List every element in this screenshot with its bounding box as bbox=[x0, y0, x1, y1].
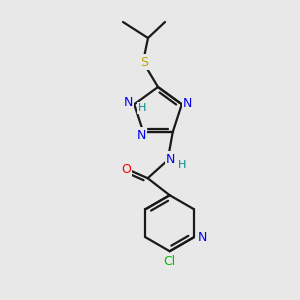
Text: N: N bbox=[124, 96, 133, 109]
Text: H: H bbox=[138, 103, 146, 113]
Text: S: S bbox=[140, 56, 148, 68]
Text: H: H bbox=[178, 160, 186, 170]
Text: Cl: Cl bbox=[164, 255, 176, 268]
Text: N: N bbox=[136, 129, 146, 142]
Text: N: N bbox=[183, 97, 193, 110]
Text: N: N bbox=[166, 153, 175, 166]
Text: N: N bbox=[197, 231, 207, 244]
Text: O: O bbox=[121, 163, 130, 176]
